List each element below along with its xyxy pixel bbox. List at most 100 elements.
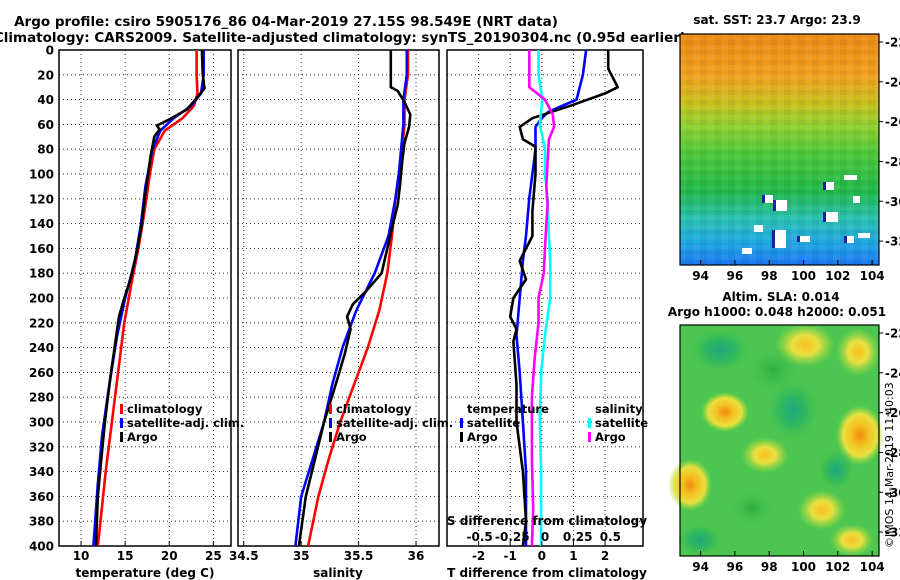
series-line-temperature-argo: [508, 50, 620, 547]
eddy: [836, 328, 880, 376]
map-x-tick-label: 94: [692, 560, 709, 574]
x-tick-label: 15: [117, 549, 134, 563]
legend-swatch-satellite: [120, 418, 123, 428]
eddy: [678, 524, 722, 556]
depth-tick-label: 340: [29, 465, 54, 479]
eddy: [836, 405, 884, 465]
legend-label-argo: Argo: [127, 430, 158, 444]
legend-label-satellite: satellite-adj. clim.: [336, 416, 453, 430]
depth-tick-label: 320: [29, 440, 54, 454]
eddy: [798, 490, 846, 530]
x-tick-label: 25: [205, 549, 222, 563]
depth-tick-label: 200: [29, 292, 54, 306]
legend-label-climatology: climatology: [127, 402, 203, 416]
x-tick-label: 20: [161, 549, 178, 563]
sst-map-axis-ticks: 94 96 98 100 102 104 -22 -24 -26 -28 -30 -32: [692, 35, 900, 283]
sla-map-frame: [679, 324, 880, 557]
cloud-gap: [800, 236, 810, 242]
salinity-series: [294, 50, 412, 547]
map-y-tick-label: -24: [885, 75, 900, 89]
series-line-argo: [297, 50, 412, 547]
cloud-gap: [776, 200, 787, 211]
cloud-edge: [823, 182, 826, 190]
map-x-tick-label: 96: [727, 269, 744, 283]
difference-frame: [446, 49, 644, 547]
difference-grid: [447, 49, 643, 547]
x-tick-label: 1: [569, 549, 577, 563]
eddy: [747, 348, 799, 392]
map-y-tick-label: -30: [885, 486, 900, 500]
map-y-tick-label: -26: [885, 406, 900, 420]
series-line-temperature-satellite: [515, 49, 588, 546]
cloud-gap: [847, 236, 854, 243]
legend-label-satellite: satellite-adj. clim.: [127, 416, 244, 430]
legend-title-temperature: temperature: [467, 402, 549, 416]
salinity-axis-ticks: 34.5 35 35.5 36: [229, 541, 424, 563]
legend-swatch-satellite: [329, 418, 332, 428]
eddy: [741, 437, 789, 473]
map-y-tick-label: -30: [885, 195, 900, 209]
sla-eddies: [668, 323, 884, 556]
cloud-gap: [775, 230, 786, 248]
depth-tick-label: 20: [37, 68, 54, 82]
cloud-gap: [742, 248, 752, 254]
sst-map-texture: [680, 34, 879, 265]
map-x-tick-label: 104: [860, 269, 885, 283]
legend-swatch-t-satellite: [460, 418, 463, 428]
depth-tick-label: 400: [29, 540, 54, 554]
s-diff-tick-label: -0.25: [495, 530, 530, 544]
difference-legend: temperature satellite Argo salinity sate…: [460, 402, 648, 444]
x-tick-label: 35: [293, 549, 310, 563]
t-difference-axis-label: T difference from climatology: [447, 566, 647, 580]
sla-map-title-1: Altim. SLA: 0.014: [722, 290, 839, 304]
series-line-salinity-argo: [527, 50, 556, 547]
cloud-gap: [858, 233, 870, 238]
temperature-axis-label: temperature (deg C): [76, 566, 215, 580]
cloud-edge: [772, 230, 775, 248]
cloud-edge: [762, 195, 765, 203]
title-line-2: Climatology: CARS2009. Satellite-adjuste…: [0, 30, 686, 46]
x-tick-label: 35.5: [344, 549, 374, 563]
eddy: [818, 450, 854, 490]
depth-tick-label: 180: [29, 267, 54, 281]
sla-map-panel: Altim. SLA: 0.014 Argo h1000: 0.048 h200…: [668, 290, 900, 574]
title-line-1: Argo profile: csiro 5905176_86 04-Mar-20…: [14, 14, 558, 30]
x-tick-label: -2: [472, 549, 485, 563]
sst-cloud-shadow: [762, 182, 847, 248]
depth-tick-label: 100: [29, 168, 54, 182]
x-tick-label: 36: [408, 549, 425, 563]
depth-tick-label: 220: [29, 316, 54, 330]
map-x-tick-label: 94: [692, 269, 709, 283]
sst-map-panel: sat. SST: 23.7 Argo: 23.9 94: [679, 13, 900, 283]
t-difference-axis-ticks: -2 -1 0 1 2: [472, 541, 609, 563]
depth-tick-label: 240: [29, 341, 54, 355]
depth-tick-label: 0: [46, 44, 54, 58]
map-y-tick-label: -28: [885, 446, 900, 460]
depth-tick-label: 360: [29, 490, 54, 504]
s-diff-tick-label: -0.5: [467, 530, 493, 544]
series-line-salinity-satellite: [537, 50, 552, 546]
sla-map-title-2: Argo h1000: 0.048 h2000: 0.051: [668, 305, 886, 319]
temperature-axis-ticks: 10 15 20 25: [73, 541, 222, 563]
map-y-tick-label: -22: [885, 35, 900, 49]
credit-text: ©IMOS 14-Mar-2019 11:40:03: [883, 382, 896, 548]
map-y-tick-label: -22: [885, 326, 900, 340]
temperature-frame: [58, 49, 232, 547]
legend-swatch-argo: [329, 432, 332, 442]
x-tick-label: 0: [538, 549, 546, 563]
cloud-gap: [765, 195, 773, 203]
temperature-series: [92, 49, 206, 547]
legend-label-t-satellite: satellite: [467, 416, 520, 430]
legend-swatch-argo: [120, 432, 123, 442]
cloud-gap: [844, 175, 857, 180]
map-y-tick-label: -24: [885, 366, 900, 380]
depth-tick-label: 120: [29, 192, 54, 206]
eddy: [730, 490, 774, 526]
series-line-argo: [94, 49, 206, 547]
depth-tick-label: 60: [37, 118, 54, 132]
temperature-legend: climatology satellite-adj. clim. Argo: [120, 402, 244, 444]
s-diff-tick-label: 0.5: [600, 530, 621, 544]
legend-label-s-argo: Argo: [595, 430, 626, 444]
sst-cloud-mask: [742, 175, 870, 254]
